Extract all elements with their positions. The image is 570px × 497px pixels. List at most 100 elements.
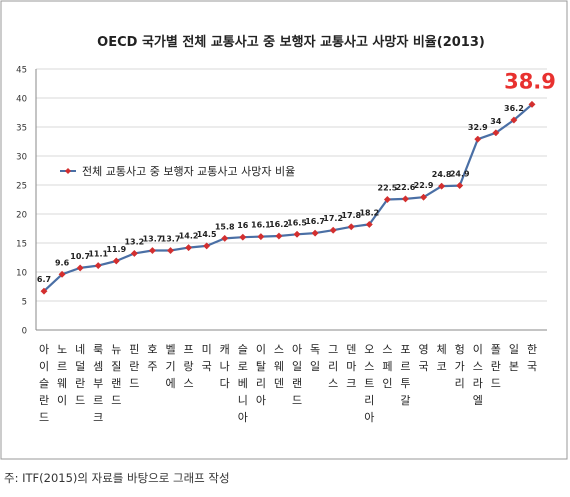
data-label: 18.2 xyxy=(359,208,379,217)
data-label: 13.7 xyxy=(143,235,163,244)
footnote: 주: ITF(2015)의 자료를 바탕으로 그래프 작성 xyxy=(4,471,230,485)
data-point xyxy=(438,182,446,190)
y-tick-label: 5 xyxy=(22,298,27,308)
data-label: 11.1 xyxy=(88,250,108,259)
data-label: 6.7 xyxy=(37,275,51,284)
y-tick-label: 45 xyxy=(16,66,27,76)
legend-swatch-marker xyxy=(65,168,71,174)
y-tick-label: 15 xyxy=(16,240,27,250)
data-label: 24.9 xyxy=(450,170,470,179)
data-label: 22.6 xyxy=(396,183,416,192)
data-point xyxy=(311,229,319,237)
data-point xyxy=(130,249,138,257)
data-label: 16.2 xyxy=(269,220,289,229)
data-point xyxy=(420,193,428,201)
y-tick-label: 35 xyxy=(16,124,27,134)
y-tick-label: 30 xyxy=(16,153,27,163)
data-point xyxy=(347,223,355,231)
data-point xyxy=(166,246,175,255)
data-label: 14.2 xyxy=(179,232,199,241)
data-point xyxy=(528,100,536,108)
data-point xyxy=(112,257,120,265)
data-point xyxy=(203,242,211,250)
data-point xyxy=(40,287,48,295)
data-point xyxy=(456,182,464,190)
data-label: 36.2 xyxy=(504,104,524,113)
data-point xyxy=(401,195,410,203)
data-label: 22.9 xyxy=(414,181,434,190)
data-point xyxy=(148,246,156,255)
data-label: 16.1 xyxy=(251,221,271,230)
data-label: 13.2 xyxy=(124,237,144,246)
data-label: 15.8 xyxy=(215,222,235,231)
data-label: 17.2 xyxy=(323,214,343,223)
data-label: 22.5 xyxy=(378,184,398,193)
y-tick-label: 20 xyxy=(16,211,27,221)
data-point xyxy=(58,270,66,278)
data-label: 34 xyxy=(490,117,502,126)
y-tick-label: 0 xyxy=(22,327,27,337)
data-point xyxy=(221,234,229,242)
highlight-value-label: 38.9 xyxy=(504,69,556,93)
data-label: 16.7 xyxy=(305,217,325,226)
y-tick-label: 40 xyxy=(16,95,27,105)
legend-label: 전체 교통사고 중 보행자 교통사고 사망자 비율 xyxy=(82,165,295,178)
data-label: 32.9 xyxy=(468,123,488,132)
y-tick-label: 10 xyxy=(16,269,27,279)
data-point xyxy=(239,233,247,241)
data-label: 10.7 xyxy=(70,252,90,261)
data-label: 24.8 xyxy=(432,170,452,179)
data-point xyxy=(365,220,373,228)
data-point xyxy=(492,129,500,137)
data-point xyxy=(293,230,301,238)
data-label: 16 xyxy=(237,221,249,230)
data-point xyxy=(275,232,283,240)
data-label: 14.5 xyxy=(197,230,217,239)
data-point xyxy=(94,262,102,270)
data-point xyxy=(510,116,518,124)
data-label: 9.6 xyxy=(55,258,70,267)
data-label: 13.7 xyxy=(161,235,181,244)
series-line xyxy=(43,103,533,292)
data-point xyxy=(329,226,337,234)
data-label: 16.5 xyxy=(287,218,307,227)
chart-title: OECD 국가별 전체 교통사고 중 보행자 교통사고 사망자 비율(2013) xyxy=(97,34,485,50)
data-point xyxy=(383,195,391,204)
chart-border xyxy=(0,0,568,460)
data-point xyxy=(474,135,482,143)
data-label: 17.8 xyxy=(341,211,361,220)
data-point xyxy=(185,244,193,252)
data-point xyxy=(257,233,265,241)
y-tick-label: 25 xyxy=(16,182,27,192)
data-label: 11.9 xyxy=(106,245,126,254)
